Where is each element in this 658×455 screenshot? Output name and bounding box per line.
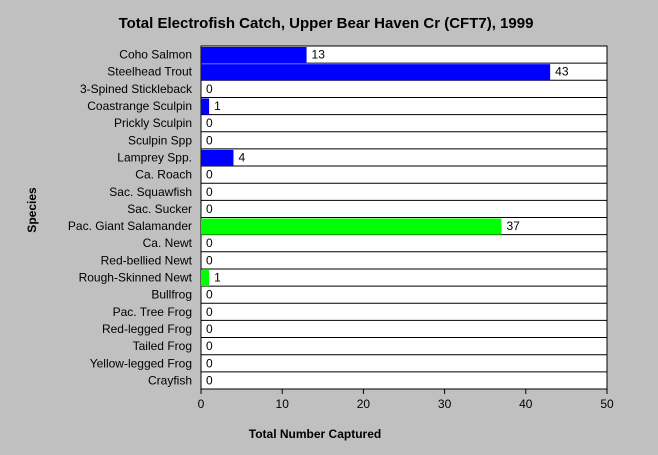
bar [201, 218, 502, 235]
category-label: Coastrange Sculpin [87, 99, 192, 113]
category-label: Rough-Skinned Newt [79, 271, 193, 285]
data-label: 0 [206, 133, 213, 147]
bar [201, 64, 551, 81]
data-label: 43 [555, 65, 569, 79]
category-label: Steelhead Trout [107, 65, 192, 79]
data-label: 0 [206, 288, 213, 302]
data-label: 0 [206, 305, 213, 319]
data-label: 0 [206, 168, 213, 182]
x-axis-title: Total Number Captured [249, 427, 381, 441]
category-label: Sculpin Spp [128, 133, 192, 147]
x-tick-label: 50 [600, 397, 614, 411]
category-label: 3-Spined Stickleback [80, 82, 193, 96]
data-label: 0 [206, 253, 213, 267]
data-label: 0 [206, 356, 213, 370]
category-label: Red-bellied Newt [101, 253, 193, 267]
category-label: Ca. Newt [143, 236, 193, 250]
chart-title: Total Electrofish Catch, Upper Bear Have… [119, 15, 534, 32]
x-tick-label: 20 [357, 397, 371, 411]
x-tick-label: 40 [519, 397, 533, 411]
data-label: 13 [312, 48, 326, 62]
category-label: Pac. Tree Frog [113, 305, 192, 319]
category-label: Coho Salmon [119, 48, 192, 62]
category-label: Tailed Frog [133, 339, 192, 353]
data-label: 0 [206, 82, 213, 96]
data-label: 0 [206, 339, 213, 353]
data-label: 0 [206, 185, 213, 199]
data-label: 4 [238, 150, 245, 164]
y-axis-title: Species [25, 187, 39, 233]
bar [201, 149, 234, 167]
category-label: Pac. Giant Salamander [68, 219, 192, 233]
data-label: 0 [206, 322, 213, 336]
category-label: Crayfish [148, 373, 192, 387]
x-tick-label: 0 [198, 397, 205, 411]
data-label: 1 [214, 271, 221, 285]
bar [201, 269, 210, 287]
category-label: Yellow-legged Frog [90, 356, 192, 370]
data-label: 1 [214, 99, 221, 113]
category-label: Sac. Sucker [127, 202, 192, 216]
category-label: Bullfrog [151, 288, 192, 302]
x-tick-label: 30 [438, 397, 452, 411]
data-label: 37 [506, 219, 520, 233]
bar [201, 98, 210, 115]
data-label: 0 [206, 202, 213, 216]
category-label: Ca. Roach [135, 168, 192, 182]
category-label: Sac. Squawfish [109, 185, 192, 199]
bar [201, 47, 307, 64]
data-label: 0 [206, 116, 213, 130]
x-axis-ticks: 0 10 20 30 40 50 [198, 389, 614, 411]
data-label: 0 [206, 373, 213, 387]
data-label: 0 [206, 236, 213, 250]
x-tick-label: 10 [276, 397, 290, 411]
bars [201, 47, 551, 287]
category-label: Lamprey Spp. [117, 150, 192, 164]
category-label: Prickly Sculpin [114, 116, 192, 130]
category-label: Red-legged Frog [102, 322, 192, 336]
category-labels: Coho Salmon Steelhead Trout 3-Spined Stick… [68, 48, 193, 388]
grid-lines [201, 62, 607, 373]
